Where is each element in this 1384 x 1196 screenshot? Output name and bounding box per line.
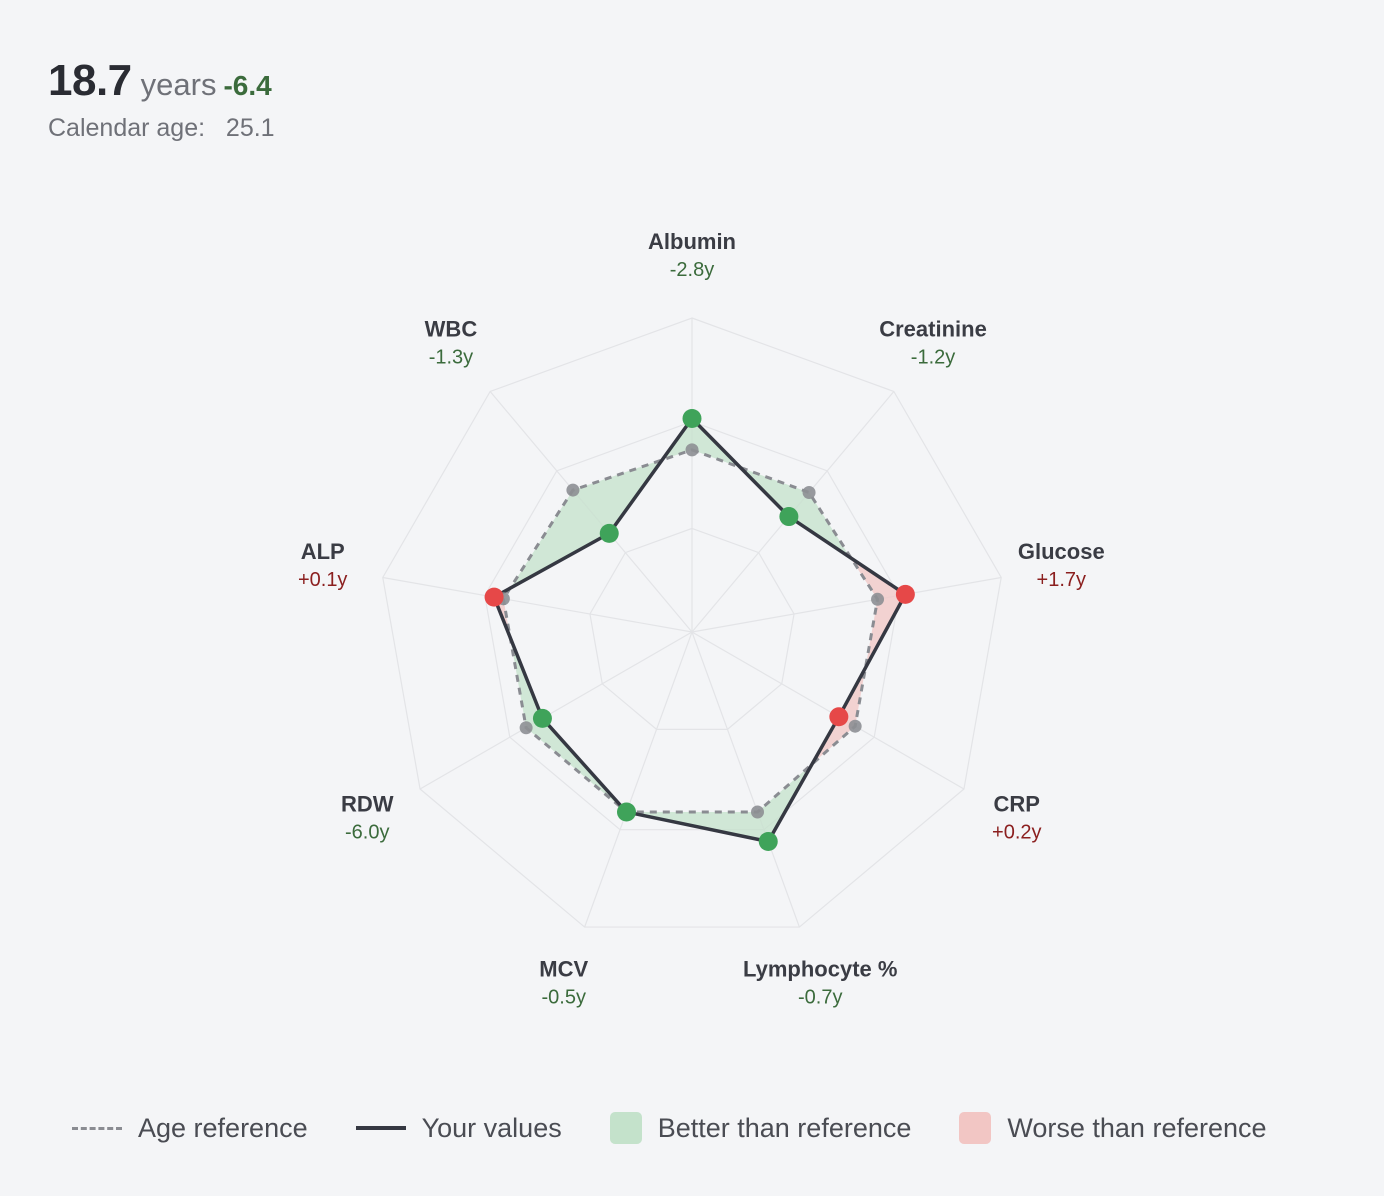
reference-point-creatinine xyxy=(802,485,816,499)
axis-delta-albumin: -2.8y xyxy=(670,259,714,281)
axis-line-lymphocyte xyxy=(691,631,800,928)
axis-label-lymphocyte: Lymphocyte % xyxy=(743,956,897,981)
legend-age-reference-label: Age reference xyxy=(138,1112,308,1143)
legend-better: Better than reference xyxy=(609,1112,912,1144)
fill-sector xyxy=(510,490,610,589)
axis-label-wbc: WBC xyxy=(425,317,478,342)
legend-your-values: Your values xyxy=(355,1112,562,1144)
legend-your-values-label: Your values xyxy=(421,1112,562,1143)
your-values-line xyxy=(492,416,908,844)
reference-point-crp xyxy=(848,719,862,733)
axis-delta-glucose: +1.7y xyxy=(1037,569,1086,591)
age-summary: 18.7 years -6.4 Calendar age: 25.1 xyxy=(48,56,275,143)
value-point-rdw xyxy=(532,708,552,728)
fill-sector xyxy=(788,492,851,558)
axis-delta-crp: +0.2y xyxy=(992,822,1041,844)
age-delta: -6.4 xyxy=(223,70,272,101)
difference-fills xyxy=(494,418,906,842)
axis-label-mcv: MCV xyxy=(539,956,588,981)
grid-ring xyxy=(382,317,1002,928)
calendar-age-value: 25.1 xyxy=(225,114,275,142)
value-point-creatinine xyxy=(779,507,799,527)
reference-point-rdw xyxy=(519,721,533,735)
legend-better-label: Better than reference xyxy=(657,1112,912,1143)
biological-age-value: 18.7 xyxy=(48,56,132,105)
legend-worse: Worse than reference xyxy=(959,1112,1267,1144)
legend-age-reference: Age reference xyxy=(72,1113,308,1144)
axis-delta-creatinine: -1.2y xyxy=(911,347,955,369)
axis-label-crp: CRP xyxy=(994,792,1040,817)
value-point-lymphocyte xyxy=(758,831,778,851)
chart-legend: Age reference Your values Better than re… xyxy=(72,1112,1267,1144)
axis-line-mcv xyxy=(584,631,693,928)
legend-worse-label: Worse than reference xyxy=(1007,1112,1267,1143)
fill-sector xyxy=(526,718,627,812)
worse-swatch xyxy=(959,1112,992,1144)
axis-label-albumin: Albumin xyxy=(648,229,736,254)
reference-point-glucose xyxy=(871,592,885,606)
fill-sector xyxy=(812,716,856,764)
axis-line-rdw xyxy=(419,631,693,790)
axis-delta-wbc: -1.3y xyxy=(429,347,473,369)
value-point-alp xyxy=(484,587,504,607)
axis-delta-lymphocyte: -0.7y xyxy=(798,986,842,1008)
fill-sector xyxy=(740,467,810,517)
axis-delta-mcv: -0.5y xyxy=(542,986,586,1008)
grid-ring xyxy=(484,420,900,831)
solid-line-swatch xyxy=(355,1126,406,1130)
biological-age-line: 18.7 years -6.4 xyxy=(48,56,275,106)
axis-delta-rdw: -6.0y xyxy=(345,822,389,844)
value-point-mcv xyxy=(616,802,636,822)
fill-sector xyxy=(757,763,813,842)
value-point-glucose xyxy=(895,584,915,604)
axis-delta-alp: +0.1y xyxy=(298,569,347,591)
axis-label-glucose: Glucose xyxy=(1018,539,1105,564)
axis-line-crp xyxy=(691,631,965,790)
value-point-albumin xyxy=(682,408,702,428)
reference-point-wbc xyxy=(566,483,580,497)
reference-point-albumin xyxy=(685,443,699,457)
calendar-age: Calendar age: 25.1 xyxy=(48,114,275,143)
axis-label-alp: ALP xyxy=(301,539,345,564)
grid-ring xyxy=(589,527,795,730)
axis-line-alp xyxy=(382,576,693,633)
dashed-line-swatch xyxy=(72,1126,122,1130)
axis-label-rdw: RDW xyxy=(341,792,394,817)
axis-line-glucose xyxy=(691,576,1002,633)
radar-chart: Albumin -2.8y Creatinine -1.2y Glucose +1.7y C… xyxy=(298,229,1105,1008)
axis-label-creatinine: Creatinine xyxy=(879,317,987,342)
calendar-age-label: Calendar age: xyxy=(48,114,206,142)
fill-sector xyxy=(572,459,663,534)
value-point-wbc xyxy=(599,523,619,543)
better-swatch xyxy=(609,1112,642,1144)
age-unit: years xyxy=(140,67,217,102)
reference-point-lymphocyte xyxy=(751,805,765,819)
value-point-crp xyxy=(829,707,849,727)
age-reference-line xyxy=(501,448,880,814)
